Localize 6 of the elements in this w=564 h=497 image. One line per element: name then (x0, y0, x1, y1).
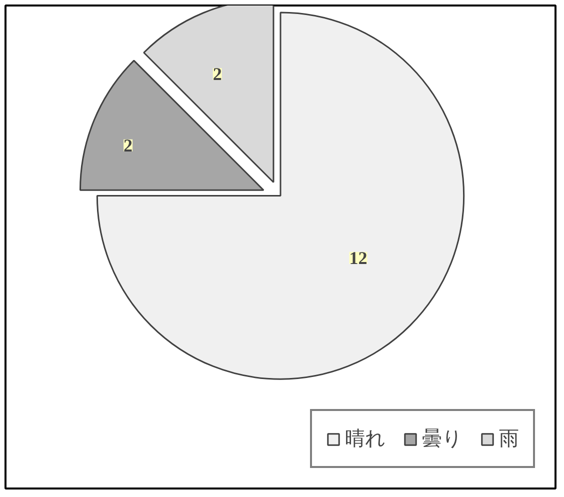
data-label: 2 (124, 135, 133, 156)
legend-label: 雨 (499, 427, 519, 452)
data-label: 2 (212, 64, 222, 84)
legend-label: 晴れ (345, 427, 385, 452)
data-label: 12 (349, 248, 368, 268)
legend-label: 曇り (422, 427, 462, 452)
